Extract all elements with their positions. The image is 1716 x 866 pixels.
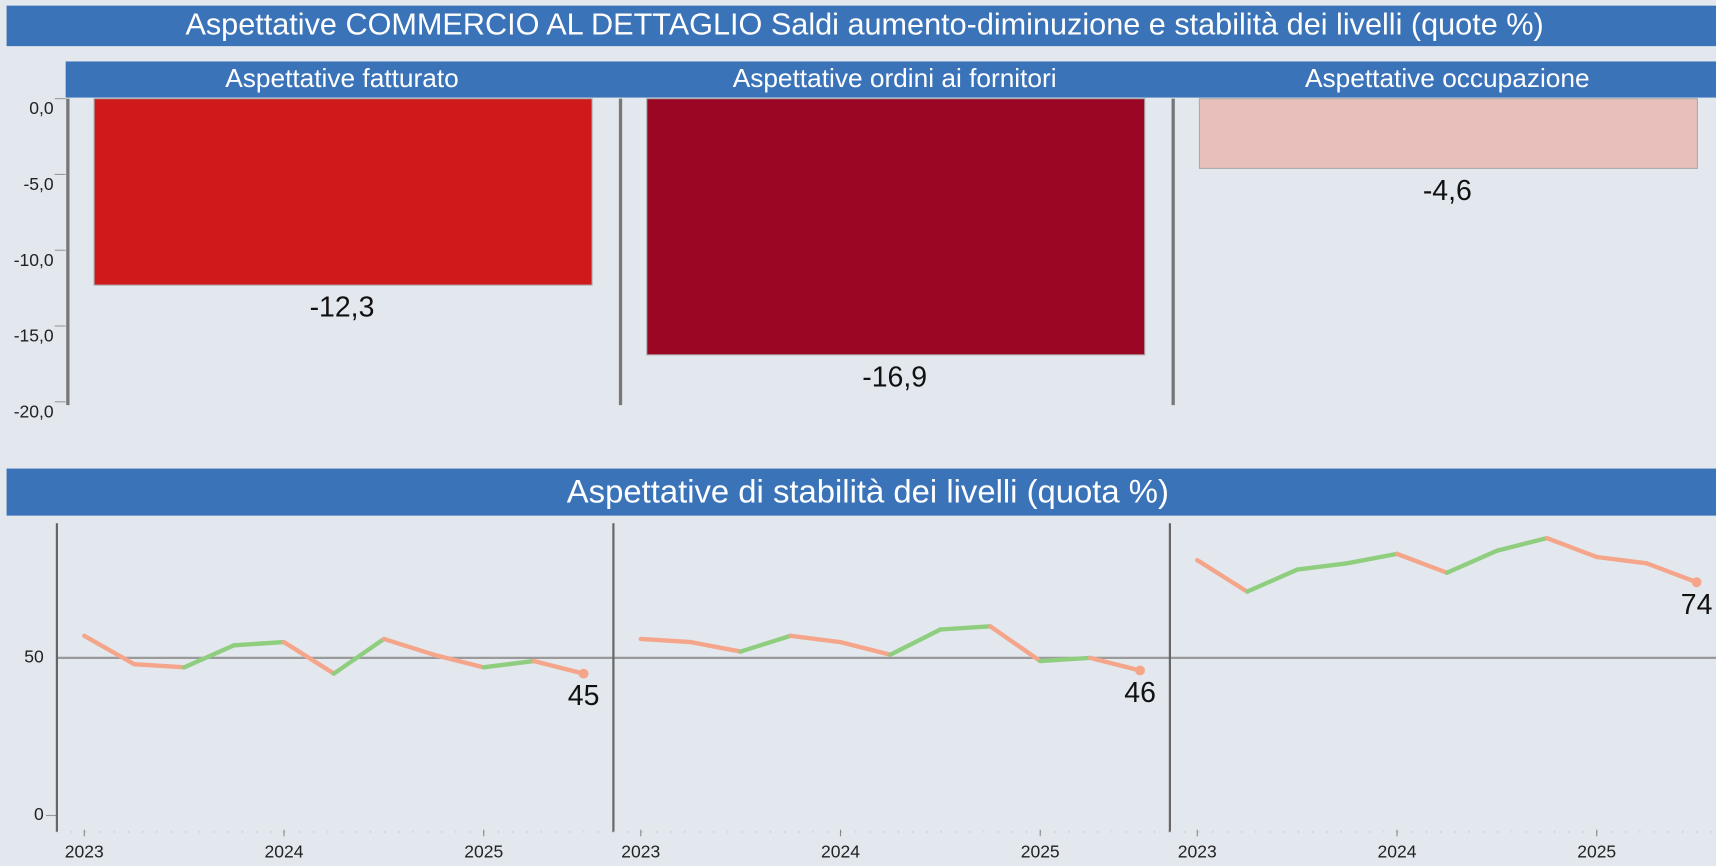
line-segment	[181, 643, 237, 670]
line-segment	[1544, 535, 1599, 560]
line-segment	[1444, 548, 1500, 575]
line-segment	[431, 652, 486, 670]
last-value-label: 74	[1681, 589, 1713, 621]
bar	[1198, 98, 1698, 169]
bar-header	[65, 61, 1716, 98]
line-segment	[988, 624, 1043, 664]
value-label: -4,6	[1423, 175, 1472, 207]
line-segment	[82, 633, 137, 667]
x-tick-label: 2025	[1021, 841, 1060, 861]
line-segment	[481, 658, 536, 670]
x-tick-label: 2023	[1178, 841, 1217, 861]
x-tick-label: 2024	[821, 841, 860, 861]
x-tick-label: 2023	[621, 841, 660, 861]
y-tick-label: 0	[34, 804, 44, 824]
last-point	[1135, 665, 1146, 676]
y-tick-label: -20,0	[14, 401, 54, 421]
line-segment	[1038, 655, 1093, 664]
line-segment	[1344, 551, 1400, 566]
last-point	[578, 668, 589, 679]
line-segment	[1394, 551, 1450, 575]
line-segment	[331, 636, 387, 676]
last-value-label: 46	[1124, 677, 1156, 709]
line-segment	[1294, 561, 1350, 572]
y-tick-label: 50	[24, 646, 44, 666]
x-tick-label: 2024	[1378, 841, 1417, 861]
line-segment	[1644, 561, 1699, 585]
line-segment	[688, 639, 743, 654]
line-header	[6, 468, 1716, 516]
panel-title: Aspettative ordini ai fornitori	[733, 63, 1057, 93]
line-segment	[1594, 554, 1649, 566]
line-segment	[838, 639, 893, 657]
line-segment	[938, 624, 993, 632]
y-tick-label: 0,0	[29, 98, 54, 118]
y-tick-label: -10,0	[14, 250, 54, 270]
line-segment	[1494, 535, 1549, 553]
value-label: -16,9	[862, 361, 927, 393]
line-title: Aspettative di stabilità dei livelli (qu…	[567, 472, 1169, 509]
line-segment	[888, 627, 943, 657]
y-tick-label: -5,0	[23, 174, 53, 194]
line-segment	[231, 639, 287, 648]
bar	[646, 98, 1146, 356]
line-segment	[638, 636, 693, 645]
y-tick-label: -15,0	[14, 326, 54, 346]
bar	[93, 98, 593, 286]
page-title: Aspettative COMMERCIO AL DETTAGLIO Saldi…	[185, 8, 1543, 42]
x-tick-label: 2025	[464, 841, 503, 861]
title-bar	[6, 5, 1716, 47]
value-label: -12,3	[310, 292, 375, 324]
line-segment	[1087, 655, 1143, 673]
last-point	[1691, 577, 1702, 588]
panel-title: Aspettative occupazione	[1305, 63, 1590, 93]
line-segment	[281, 639, 337, 676]
x-tick-label: 2024	[265, 841, 304, 861]
line-segment	[132, 661, 187, 670]
x-tick-label: 2023	[65, 841, 104, 861]
panel-title: Aspettative fatturato	[225, 63, 458, 93]
line-segment	[1195, 557, 1250, 594]
line-segment	[381, 636, 436, 657]
last-value-label: 45	[568, 680, 600, 712]
x-tick-label: 2025	[1577, 841, 1616, 861]
line-segment	[788, 633, 843, 645]
line-segment	[738, 633, 793, 654]
line-segment	[531, 658, 586, 676]
line-segment	[1245, 567, 1300, 594]
